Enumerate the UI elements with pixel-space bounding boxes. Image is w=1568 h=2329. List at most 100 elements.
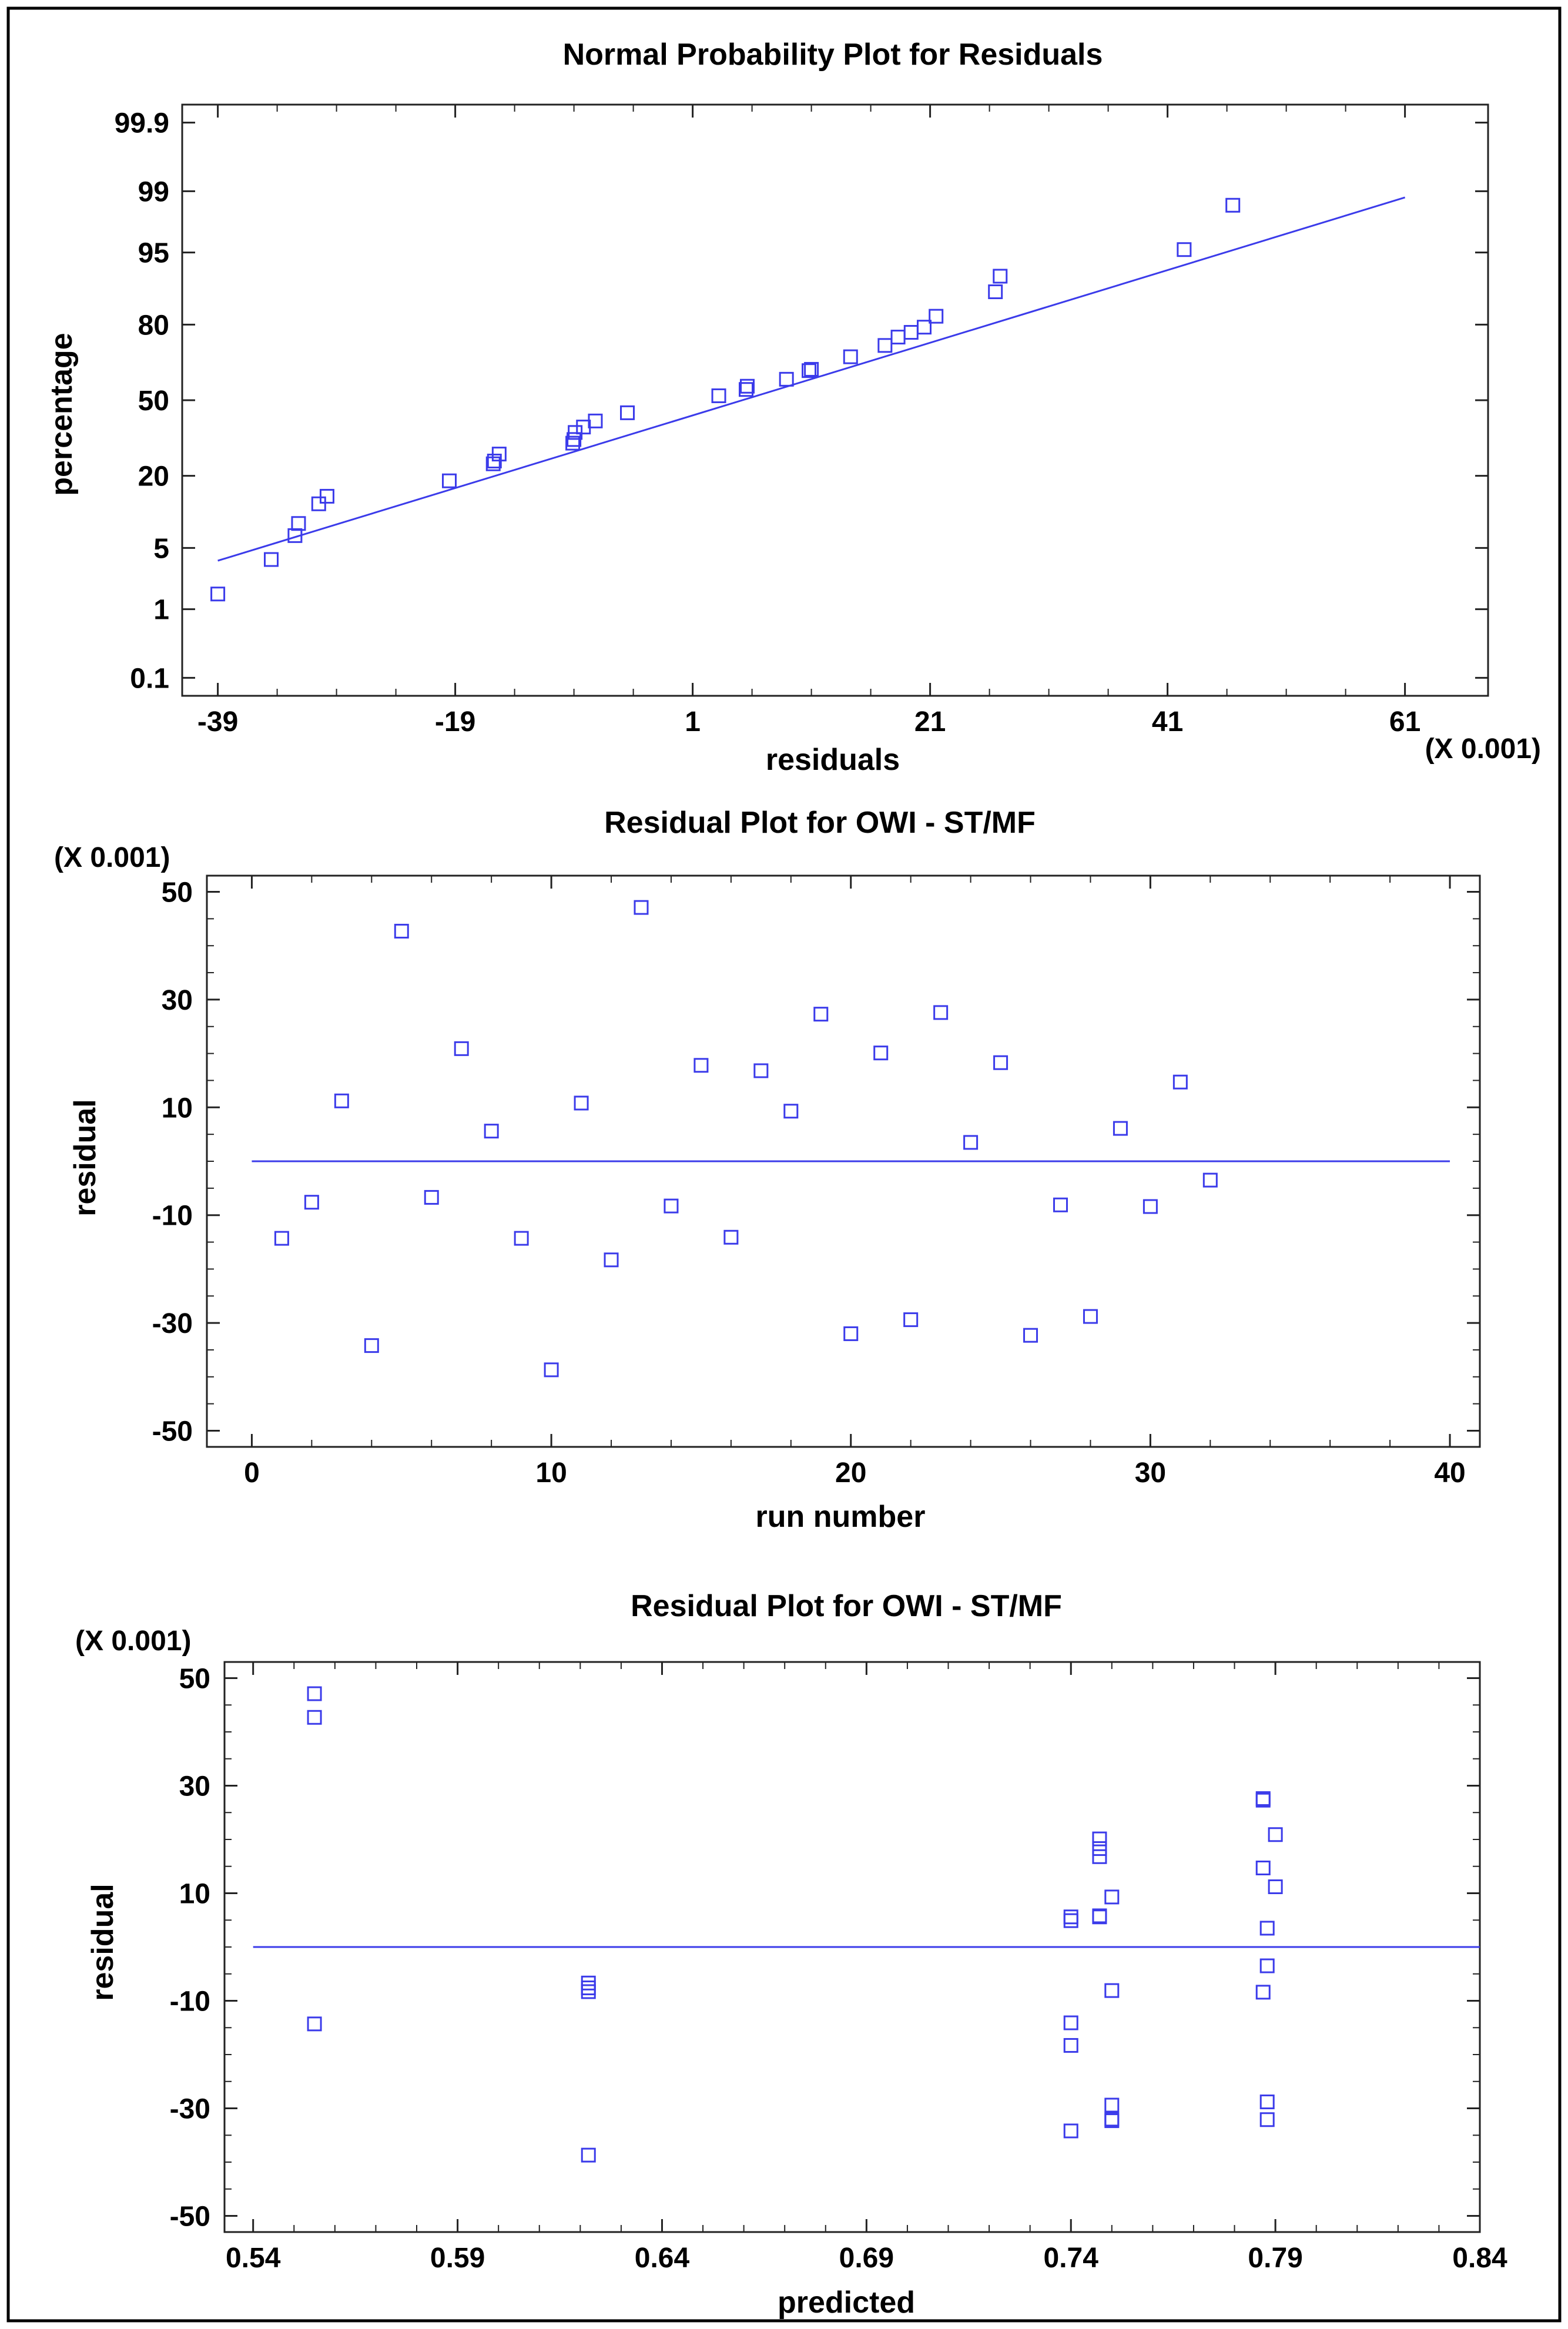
y-tick-label: -50 bbox=[152, 1416, 193, 1447]
data-point bbox=[1255, 1985, 1271, 2000]
x-tick-label: 0 bbox=[244, 1457, 260, 1489]
data-point bbox=[1259, 2095, 1275, 2110]
x-tick-label: 20 bbox=[835, 1457, 866, 1489]
data-point bbox=[1083, 1309, 1098, 1324]
data-point bbox=[1268, 1827, 1283, 1842]
data-point bbox=[843, 349, 858, 364]
y-tick-label: 50 bbox=[162, 877, 193, 909]
y-tick-label: 95 bbox=[138, 238, 169, 269]
data-point bbox=[1053, 1197, 1068, 1212]
data-point bbox=[1259, 1921, 1275, 1936]
data-point bbox=[813, 1007, 829, 1022]
plot-area bbox=[181, 103, 1489, 697]
data-point bbox=[1255, 1860, 1271, 1875]
data-point bbox=[664, 1198, 679, 1214]
data-point bbox=[568, 425, 583, 440]
data-point bbox=[929, 309, 944, 324]
y-scale-note: (X 0.001) bbox=[54, 842, 170, 873]
data-point bbox=[739, 382, 753, 397]
data-point bbox=[304, 1195, 319, 1210]
data-point bbox=[454, 1041, 469, 1056]
data-point bbox=[693, 1058, 709, 1073]
x-tick-label: 0.84 bbox=[1452, 2243, 1507, 2274]
data-point bbox=[394, 923, 409, 939]
x-axis-label: residuals bbox=[766, 743, 900, 777]
data-point bbox=[890, 330, 906, 345]
data-point bbox=[620, 405, 635, 420]
data-point bbox=[274, 1231, 289, 1246]
x-tick-label: 0.54 bbox=[226, 2243, 281, 2274]
data-point bbox=[291, 516, 306, 531]
data-point bbox=[1104, 1889, 1120, 1905]
data-point bbox=[1063, 1913, 1078, 1928]
y-tick-label: -10 bbox=[170, 1986, 210, 2018]
data-point bbox=[424, 1189, 439, 1205]
data-point bbox=[723, 1229, 739, 1245]
data-point bbox=[307, 2016, 322, 2032]
data-point bbox=[1104, 2112, 1120, 2127]
data-point bbox=[1177, 242, 1192, 257]
data-point bbox=[963, 1135, 979, 1150]
data-point bbox=[843, 1326, 859, 1341]
y-tick-label: -30 bbox=[170, 2094, 210, 2125]
data-point bbox=[604, 1252, 619, 1268]
data-point bbox=[1104, 1983, 1120, 1998]
figure-border bbox=[6, 6, 1562, 2323]
data-point bbox=[1063, 1909, 1078, 1925]
data-point bbox=[514, 1231, 529, 1246]
data-point bbox=[1268, 1879, 1283, 1895]
fit-line bbox=[217, 196, 1406, 562]
data-point bbox=[740, 378, 755, 394]
data-point bbox=[873, 1045, 889, 1061]
y-tick-label: 99.9 bbox=[115, 108, 169, 139]
data-point bbox=[903, 1312, 919, 1328]
x-tick-label: 0.79 bbox=[1248, 2243, 1302, 2274]
data-point bbox=[1104, 2097, 1120, 2113]
y-tick-label: 5 bbox=[153, 533, 169, 564]
chart-title: Residual Plot for OWI - ST/MF bbox=[631, 1589, 1062, 1623]
x-tick-label: 0.59 bbox=[430, 2243, 485, 2274]
x-tick-label: 41 bbox=[1152, 706, 1183, 738]
data-point bbox=[1092, 1849, 1107, 1864]
x-tick-label: 0.69 bbox=[839, 2243, 894, 2274]
y-tick-label: 80 bbox=[138, 310, 169, 341]
y-tick-label: 50 bbox=[138, 386, 169, 417]
data-point bbox=[993, 1055, 1009, 1070]
data-point bbox=[993, 269, 1008, 284]
data-point bbox=[484, 1124, 499, 1139]
x-tick-label: 21 bbox=[914, 706, 946, 738]
x-tick-label: 40 bbox=[1434, 1457, 1465, 1489]
y-axis-label: residual bbox=[68, 1099, 102, 1216]
data-point bbox=[581, 1981, 596, 1996]
y-tick-label: 30 bbox=[162, 985, 193, 1016]
x-tick-label: 30 bbox=[1135, 1457, 1166, 1489]
data-point bbox=[1143, 1199, 1158, 1214]
x-scale-note: (X 0.001) bbox=[1425, 733, 1541, 765]
data-point bbox=[334, 1093, 349, 1108]
data-point bbox=[1092, 1841, 1107, 1857]
data-point bbox=[804, 361, 819, 377]
y-tick-label: 30 bbox=[179, 1771, 210, 1802]
y-scale-note: (X 0.001) bbox=[75, 1626, 191, 1657]
data-point bbox=[988, 284, 1003, 299]
y-tick-label: 0.1 bbox=[130, 663, 169, 694]
data-point bbox=[581, 1984, 596, 1999]
chart-title: Residual Plot for OWI - ST/MF bbox=[604, 806, 1036, 840]
data-point bbox=[588, 413, 603, 428]
y-tick-label: -10 bbox=[152, 1201, 193, 1232]
data-point bbox=[442, 473, 457, 488]
data-point bbox=[917, 320, 932, 335]
y-tick-label: -30 bbox=[152, 1308, 193, 1339]
x-tick-label: 0.64 bbox=[635, 2243, 690, 2274]
data-point bbox=[311, 496, 326, 511]
data-point bbox=[1092, 1908, 1107, 1923]
data-point bbox=[1225, 197, 1241, 213]
y-tick-label: 1 bbox=[153, 595, 169, 626]
x-tick-label: -39 bbox=[197, 706, 238, 738]
data-point bbox=[210, 587, 226, 602]
data-point bbox=[1259, 2112, 1275, 2127]
data-point bbox=[779, 371, 794, 387]
data-point bbox=[581, 2147, 596, 2163]
data-point bbox=[491, 447, 507, 462]
